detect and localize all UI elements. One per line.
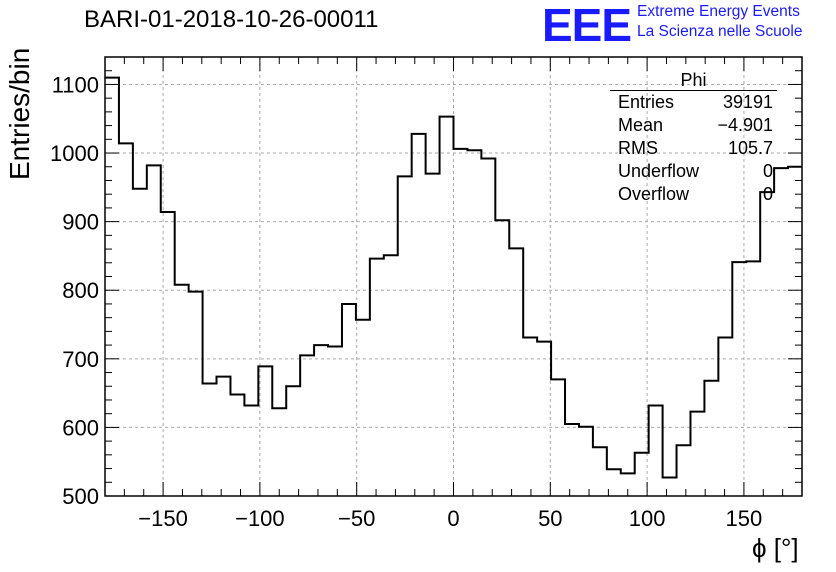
histogram-bin: [342, 304, 356, 496]
histogram-bin: [105, 78, 119, 496]
y-tick-label: 600: [62, 415, 99, 440]
histogram-series: [105, 76, 802, 496]
histogram-bin: [704, 381, 718, 496]
stats-label: Overflow: [618, 184, 690, 204]
x-tick-label: 0: [447, 506, 459, 531]
histogram-bin: [328, 346, 342, 496]
histogram-bin: [746, 261, 760, 496]
y-tick-label: 500: [62, 484, 99, 509]
stats-row-mean: Mean −4.901: [610, 114, 777, 137]
histogram-bin: [286, 386, 300, 496]
histogram-bin: [593, 447, 607, 496]
histogram-bin: [161, 212, 175, 496]
histogram-bin: [718, 338, 732, 496]
histogram-step-line: [105, 76, 802, 479]
histogram-bin: [635, 453, 649, 496]
axis-tick-labels: −150 −100 −50 0 50 100 150 500 600 700 800 900 1000 1…: [50, 72, 762, 531]
stats-row-overflow: Overflow 0: [610, 183, 777, 206]
brand-line-1: Extreme Energy Events: [637, 3, 800, 20]
histogram-bin: [551, 379, 565, 496]
stats-value: 0: [762, 184, 773, 204]
stats-label: Entries: [618, 92, 675, 112]
stats-row-entries: Entries 39191: [610, 91, 777, 114]
stats-value: −4.901: [717, 115, 773, 135]
stats-label: Underflow: [618, 161, 700, 181]
x-tick-label: −150: [138, 506, 188, 531]
histogram-bin: [272, 408, 286, 496]
histogram-bin: [147, 165, 161, 496]
histogram-bin: [133, 189, 147, 496]
chart-title: BARI-01-2018-10-26-00011: [84, 6, 379, 33]
histogram-bin: [440, 117, 454, 496]
eee-logo: EEE: [542, 0, 632, 51]
histogram-bin: [537, 342, 551, 496]
histogram-bin: [426, 174, 440, 496]
histogram-bin: [565, 424, 579, 496]
histogram-bin: [217, 377, 231, 496]
histogram-bin: [663, 477, 677, 496]
axis-ticks: [104, 56, 803, 497]
y-tick-label: 700: [62, 347, 99, 372]
histogram-bin: [189, 292, 203, 496]
y-axis-label: Entries/bin: [4, 47, 35, 180]
histogram-bin: [454, 149, 468, 496]
histogram-bin: [467, 150, 481, 496]
histogram-bin: [370, 259, 384, 496]
x-tick-label: 150: [726, 506, 763, 531]
histogram-bin: [579, 427, 593, 496]
histogram-bin: [175, 285, 189, 496]
histogram-bin: [356, 320, 370, 496]
histogram-bin: [244, 405, 258, 496]
histogram-bin: [384, 255, 398, 496]
histogram-bin: [230, 394, 244, 496]
histogram-bin: [607, 469, 621, 496]
stats-divider: [610, 90, 777, 91]
brand-line-2: La Scienza nelle Scuole: [637, 23, 803, 40]
histogram-bin: [314, 345, 328, 496]
histogram-bin: [481, 159, 495, 496]
stats-value: 105.7: [727, 138, 773, 158]
histogram-bin: [690, 412, 704, 496]
x-tick-label: −100: [235, 506, 285, 531]
histogram-bin: [677, 445, 691, 496]
histogram-bin: [774, 168, 788, 496]
histogram-bin: [760, 192, 774, 496]
histogram-bin: [258, 366, 272, 496]
histogram-bin: [119, 143, 133, 496]
histogram-bin: [203, 384, 217, 496]
y-tick-label: 1000: [50, 141, 99, 166]
stats-box: Phi Entries 39191 Mean −4.901 RMS 105.7 …: [610, 70, 777, 206]
stats-value: 0: [762, 161, 773, 181]
histogram-bin: [495, 220, 509, 496]
histogram-bin: [398, 176, 412, 496]
y-tick-label: 800: [62, 278, 99, 303]
stats-label: Mean: [618, 115, 664, 135]
x-axis-label: ϕ [°]: [752, 533, 799, 563]
stats-row-rms: RMS 105.7: [610, 137, 777, 160]
histogram-bin: [300, 355, 314, 496]
stats-label: RMS: [618, 138, 658, 158]
histogram-bin: [509, 248, 523, 496]
x-tick-label: 50: [538, 506, 562, 531]
histogram-bin: [523, 338, 537, 496]
stats-title: Phi: [680, 70, 707, 90]
y-tick-label: 1100: [52, 72, 99, 97]
histogram-bin: [412, 134, 426, 496]
x-tick-label: −50: [338, 506, 375, 531]
x-tick-label: 100: [629, 506, 666, 531]
stats-row-underflow: Underflow 0: [610, 160, 777, 183]
histogram-bin: [649, 405, 663, 496]
histogram-bin: [732, 262, 746, 496]
stats-value: 39191: [722, 92, 773, 112]
y-tick-label: 900: [62, 210, 99, 235]
